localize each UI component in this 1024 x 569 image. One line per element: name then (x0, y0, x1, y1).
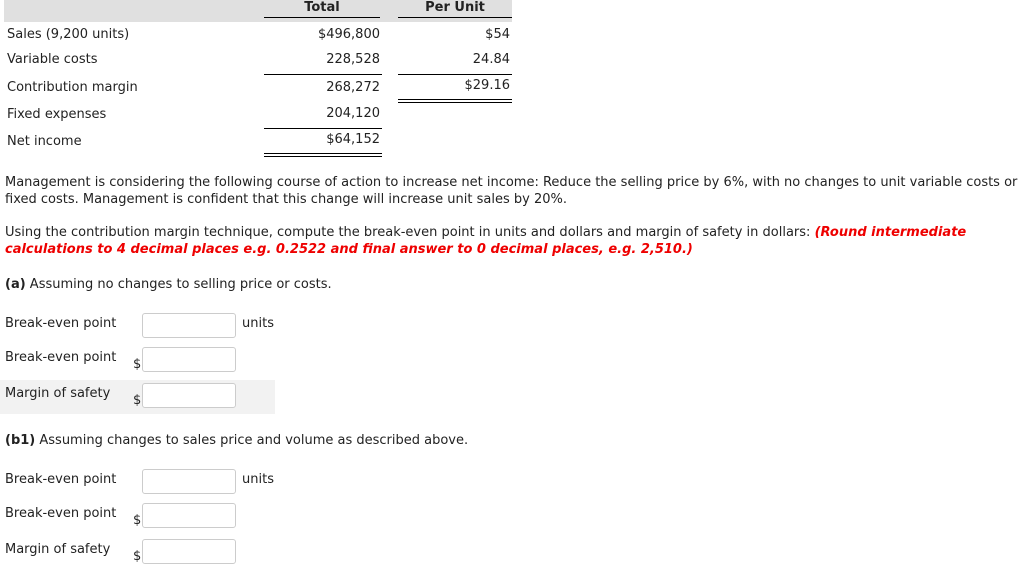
part-a-heading: (a) Assuming no changes to selling price… (5, 277, 332, 292)
header-total: Total (304, 0, 340, 15)
table-header-band (4, 0, 512, 22)
b1-break-even-dollars-input[interactable] (142, 503, 236, 528)
header-per-unit: Per Unit (425, 0, 485, 15)
part-b1-heading: (b1) Assuming changes to sales price and… (5, 433, 469, 448)
break-even-dollars-input[interactable] (142, 347, 236, 372)
margin-of-safety-input[interactable] (142, 383, 236, 408)
rounding-note: (Round intermediate calculations to 4 de… (5, 225, 967, 257)
scenario-text: Management is considering the following … (5, 175, 1018, 207)
b1-margin-of-safety-input[interactable] (142, 539, 236, 564)
b1-break-even-units-input[interactable] (142, 469, 236, 494)
break-even-units-input[interactable] (142, 313, 236, 338)
instructions: Using the contribution margin technique,… (5, 225, 967, 257)
